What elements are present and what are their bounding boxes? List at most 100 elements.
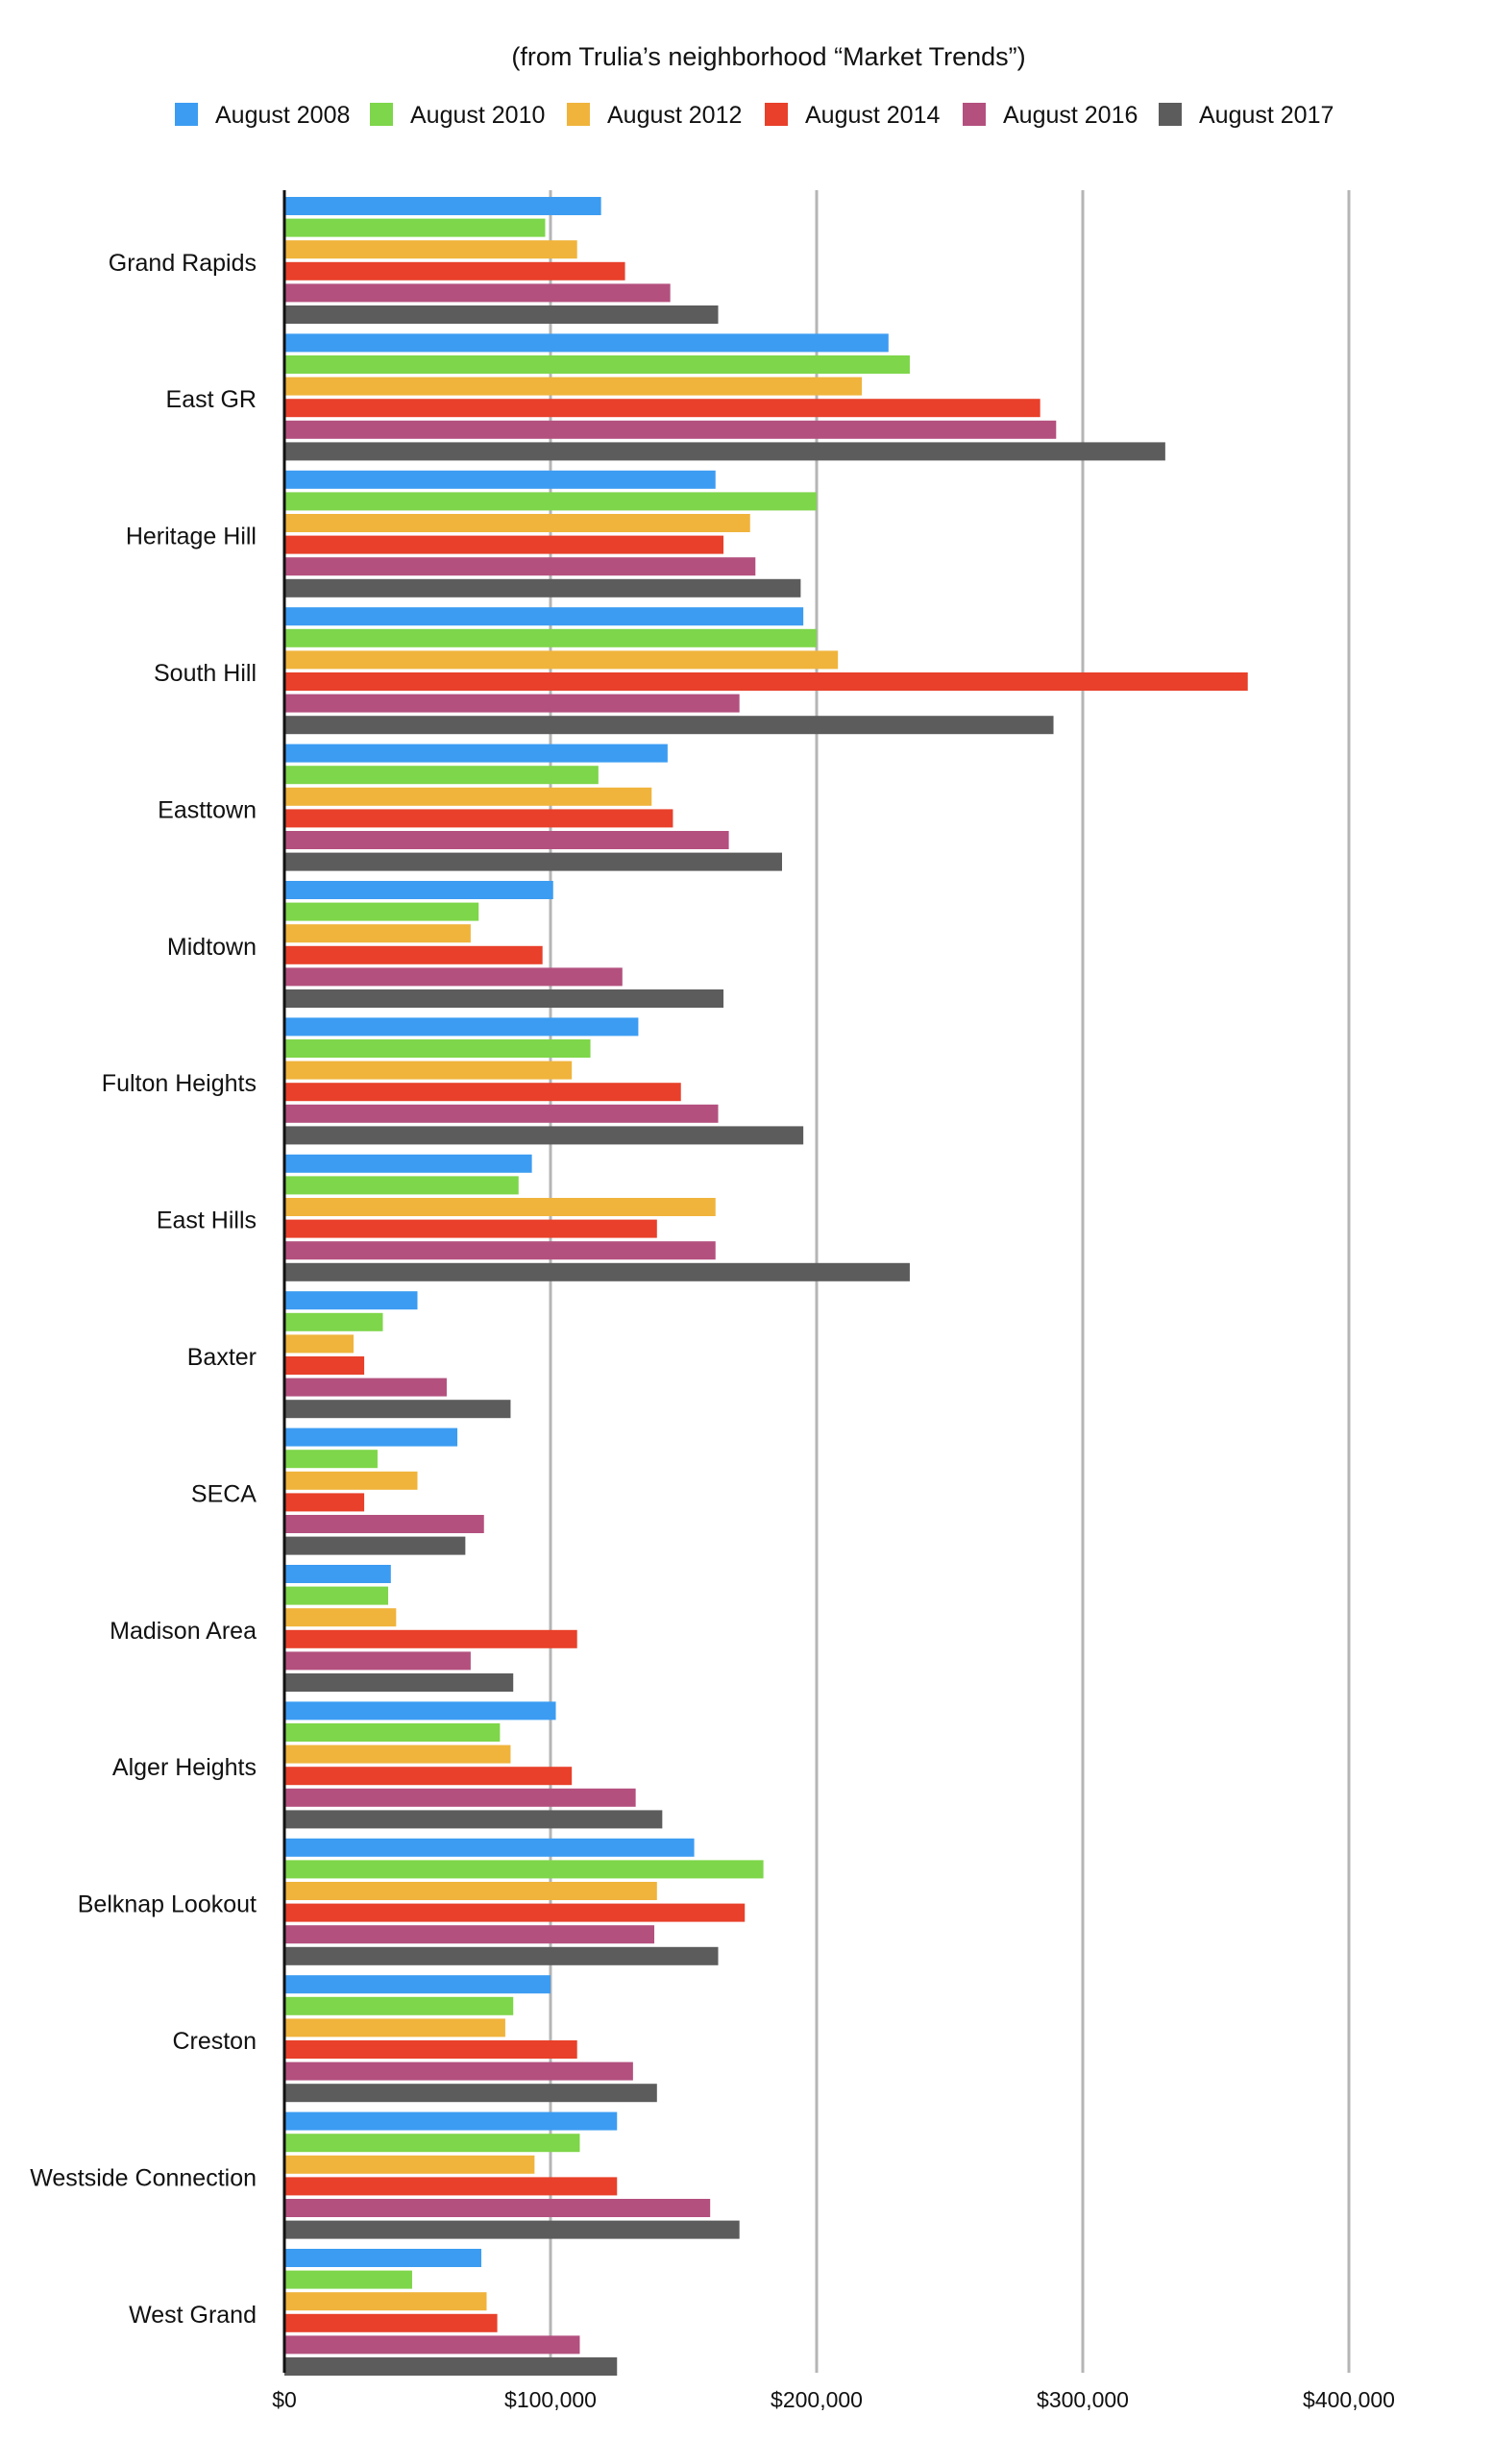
bar	[284, 2249, 481, 2267]
bar	[284, 399, 1040, 418]
category-label: East GR	[166, 386, 257, 413]
bar	[284, 1723, 501, 1742]
bar	[284, 1975, 551, 1994]
bar	[284, 744, 668, 763]
bar	[284, 578, 801, 598]
bar	[284, 766, 599, 785]
bar	[284, 628, 817, 647]
bar	[284, 945, 543, 964]
bar	[284, 305, 719, 324]
bar	[284, 2018, 505, 2037]
legend-swatch	[567, 103, 590, 126]
bar	[284, 492, 817, 511]
bar	[284, 1104, 719, 1123]
bar	[284, 2084, 657, 2103]
bar	[284, 1810, 663, 1829]
bar	[284, 2220, 740, 2239]
category-label: Belknap Lookout	[78, 1891, 257, 1918]
bar	[284, 470, 716, 489]
bar	[284, 1334, 355, 1354]
bar	[284, 1838, 695, 1857]
bar	[284, 1651, 471, 1671]
bar	[284, 1312, 383, 1331]
bar	[284, 1629, 577, 1648]
bar	[284, 514, 750, 532]
bar	[284, 355, 910, 374]
bars	[284, 197, 1248, 2376]
legend-swatch	[765, 103, 788, 126]
category-label: Fulton Heights	[102, 1070, 257, 1097]
bar	[284, 2270, 412, 2289]
bar	[284, 1039, 591, 1058]
x-tick-label: $300,000	[1037, 2387, 1129, 2412]
category-label: Easttown	[158, 796, 257, 823]
x-tick-label: $400,000	[1303, 2387, 1395, 2412]
bar	[284, 1788, 636, 1807]
bar	[284, 2155, 535, 2174]
category-label: Madison Area	[110, 1618, 257, 1645]
bar	[284, 261, 625, 281]
bar	[284, 1219, 657, 1238]
gridlines	[549, 190, 1351, 2373]
bar	[284, 333, 889, 353]
x-tick-label: $100,000	[504, 2387, 597, 2412]
bar	[284, 1378, 447, 1397]
bar	[284, 1126, 804, 1145]
bar	[284, 672, 1248, 691]
bar	[284, 716, 1054, 735]
bar	[284, 1860, 764, 1879]
bar	[284, 1061, 573, 1080]
bar	[284, 2199, 711, 2217]
bar	[284, 1767, 573, 1786]
x-tick-label: $0	[272, 2387, 297, 2412]
bar	[284, 2292, 487, 2311]
bar	[284, 2335, 580, 2354]
bar	[284, 283, 671, 303]
legend-label: August 2008	[215, 102, 350, 129]
category-label: West Grand	[129, 2302, 257, 2329]
bar	[284, 557, 756, 576]
category-label: Heritage Hill	[126, 524, 257, 550]
bar	[284, 1586, 389, 1605]
bar	[284, 1017, 639, 1037]
bar	[284, 1154, 532, 1173]
bar	[284, 377, 863, 396]
legend-label: August 2010	[410, 102, 545, 129]
legend-swatch	[963, 103, 986, 126]
bar	[284, 1536, 466, 1555]
legend-swatch	[175, 103, 198, 126]
bar	[284, 2134, 580, 2153]
bar	[284, 1198, 716, 1216]
bar	[284, 1241, 716, 1260]
category-label: Baxter	[187, 1344, 257, 1371]
category-label: Alger Heights	[112, 1754, 257, 1781]
legend-label: August 2012	[607, 102, 742, 129]
bar	[284, 2177, 618, 2196]
legend-swatch	[1159, 103, 1182, 126]
bar	[284, 197, 601, 215]
legend-label: August 2014	[805, 102, 940, 129]
category-label: Grand Rapids	[109, 250, 257, 277]
bar	[284, 650, 839, 670]
legend-label: August 2016	[1003, 102, 1138, 129]
category-label: South Hill	[154, 660, 257, 687]
bar	[284, 1882, 657, 1900]
bar	[284, 1744, 511, 1764]
bar	[284, 240, 577, 259]
bar	[284, 2313, 498, 2332]
bar	[284, 1356, 365, 1375]
bar	[284, 1083, 681, 1102]
category-label: Westside Connection	[30, 2164, 257, 2191]
bar	[284, 1471, 418, 1490]
bar	[284, 852, 782, 871]
bar	[284, 924, 471, 943]
bar	[284, 1262, 910, 1281]
bar	[284, 1450, 378, 1469]
bar	[284, 218, 546, 237]
bar	[284, 967, 623, 987]
bar	[284, 831, 729, 849]
bar	[284, 809, 673, 828]
bar	[284, 1996, 514, 2015]
